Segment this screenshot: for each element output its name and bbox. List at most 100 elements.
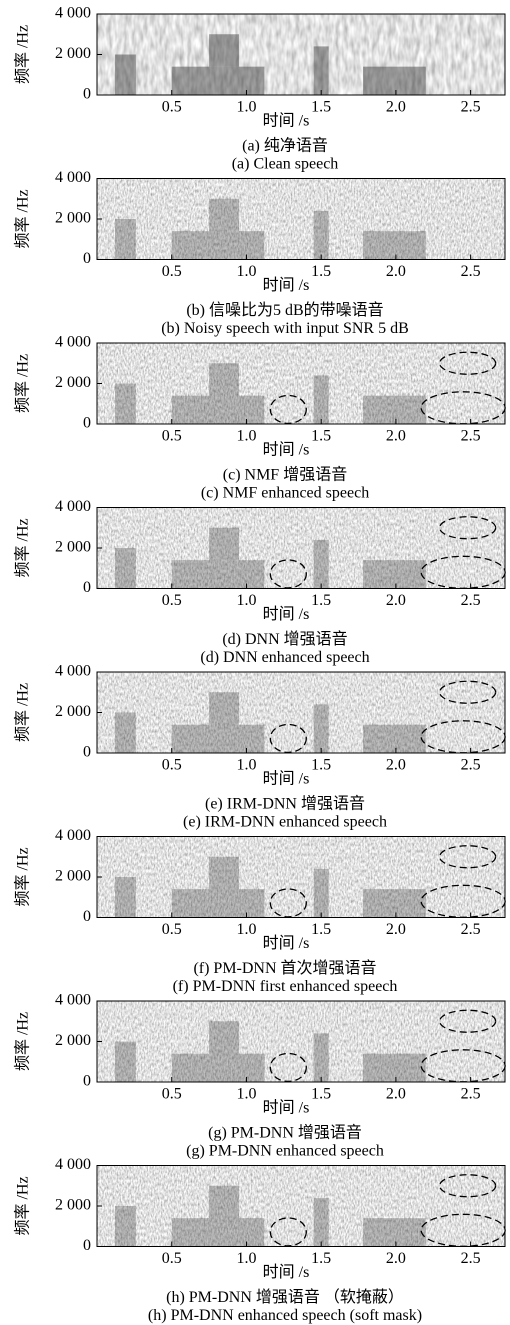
speech-energy	[171, 231, 265, 260]
speech-energy	[313, 539, 329, 589]
y-tick-label: 2 000	[55, 1197, 91, 1214]
x-axis-label: 时间 /s	[263, 934, 310, 952]
speech-energy	[209, 198, 239, 232]
x-tick-label: 2.5	[461, 757, 481, 774]
x-tick-label: 1.0	[236, 1250, 256, 1267]
speech-energy	[114, 54, 136, 95]
y-tick-label: 0	[83, 579, 91, 596]
x-tick-label: 0.5	[162, 1250, 182, 1267]
y-tick-label: 2 000	[55, 539, 91, 556]
speech-energy	[114, 712, 136, 753]
x-tick-label: 2.0	[386, 263, 406, 280]
y-axis-label: 频率 /Hz	[14, 354, 32, 413]
x-tick-label: 0.5	[162, 757, 182, 774]
caption-en: (d) DNN enhanced speech	[200, 649, 369, 666]
x-tick-label: 1.0	[236, 263, 256, 280]
y-tick-label: 4 000	[55, 334, 91, 351]
highlight-ellipse	[269, 723, 307, 754]
x-axis-label: 时间 /s	[263, 276, 310, 294]
spectrogram-image	[97, 178, 505, 260]
caption-en: (g) PM-DNN enhanced speech	[186, 1143, 384, 1160]
x-tick-label: 1.5	[311, 99, 331, 116]
caption-cn: (e) IRM-DNN 增强语音	[205, 795, 365, 813]
x-axis-label: 时间 /s	[263, 1099, 310, 1117]
y-tick-label: 2 000	[55, 374, 91, 391]
spectrogram-image	[97, 343, 505, 424]
highlight-ellipse	[269, 394, 307, 425]
y-tick-label: 2 000	[55, 868, 91, 885]
highlight-ellipse	[420, 1213, 506, 1247]
x-tick-label: 1.0	[236, 757, 256, 774]
spectrogram-image	[97, 672, 505, 753]
highlight-ellipse	[420, 1049, 506, 1083]
caption-cn: (b) 信噪比为5 dB的带噪语音	[186, 301, 383, 319]
y-axis-label: 频率 /Hz	[14, 683, 32, 742]
highlight-ellipse	[438, 845, 497, 869]
speech-energy	[171, 395, 265, 424]
caption-cn: (d) DNN 增强语音	[222, 630, 347, 648]
y-tick-label: 0	[83, 908, 91, 925]
x-tick-label: 1.0	[236, 99, 256, 116]
y-tick-label: 4 000	[55, 992, 91, 1009]
x-tick-label: 2.0	[386, 592, 406, 609]
speech-energy	[114, 383, 136, 424]
highlight-ellipse	[438, 516, 497, 540]
caption-cn: (f) PM-DNN 首次增强语音	[193, 959, 376, 977]
caption-en: (a) Clean speech	[232, 156, 339, 173]
speech-energy	[313, 1197, 329, 1247]
x-tick-label: 1.5	[311, 1250, 331, 1267]
spectrogram-image	[97, 14, 505, 95]
x-tick-label: 0.5	[162, 263, 182, 280]
speech-energy	[363, 231, 426, 260]
speech-energy	[313, 704, 329, 753]
speech-energy	[171, 1218, 265, 1247]
speech-energy	[209, 363, 239, 396]
x-tick-label: 1.5	[311, 1086, 331, 1103]
speech-energy	[209, 1185, 239, 1219]
highlight-ellipse	[269, 888, 307, 918]
speech-energy	[363, 560, 426, 589]
speech-energy	[171, 1053, 265, 1082]
caption-en: (f) PM-DNN first enhanced speech	[173, 978, 398, 995]
highlight-ellipse	[420, 884, 506, 918]
y-tick-label: 0	[83, 250, 91, 267]
x-axis-label: 时间 /s	[263, 605, 310, 623]
highlight-ellipse	[438, 351, 497, 375]
x-tick-label: 2.5	[461, 428, 481, 445]
x-tick-label: 1.0	[236, 921, 256, 938]
x-tick-label: 1.5	[311, 263, 331, 280]
x-tick-label: 0.5	[162, 1086, 182, 1103]
y-tick-label: 0	[83, 1073, 91, 1090]
caption-cn: (c) NMF 增强语音	[223, 466, 347, 484]
highlight-ellipse	[420, 391, 506, 425]
speech-energy	[171, 560, 265, 589]
y-tick-label: 4 000	[55, 1156, 91, 1173]
speech-energy	[114, 548, 136, 589]
y-tick-label: 2 000	[55, 45, 91, 62]
highlight-ellipse	[438, 1174, 497, 1198]
caption-en: (b) Noisy speech with input SNR 5 dB	[161, 320, 409, 337]
y-axis-label: 频率 /Hz	[14, 1012, 32, 1071]
speech-energy	[363, 395, 426, 424]
speech-energy	[363, 66, 426, 95]
y-tick-label: 0	[83, 1237, 91, 1254]
x-tick-label: 2.0	[386, 1250, 406, 1267]
speech-energy	[313, 868, 329, 918]
x-tick-label: 0.5	[162, 99, 182, 116]
highlight-ellipse	[420, 555, 506, 589]
speech-energy	[114, 1206, 136, 1247]
y-axis-label: 频率 /Hz	[14, 847, 32, 906]
speech-energy	[313, 375, 329, 424]
x-axis-label: 时间 /s	[263, 1263, 310, 1281]
x-tick-label: 1.0	[236, 1086, 256, 1103]
y-tick-label: 4 000	[55, 498, 91, 515]
y-axis-label: 频率 /Hz	[14, 25, 32, 84]
y-tick-label: 4 000	[55, 827, 91, 844]
caption-cn: (a) 纯净语音	[242, 137, 328, 155]
y-tick-label: 2 000	[55, 210, 91, 227]
spectrogram-image	[97, 1165, 505, 1247]
highlight-ellipse	[420, 720, 506, 754]
speech-energy	[209, 34, 239, 67]
